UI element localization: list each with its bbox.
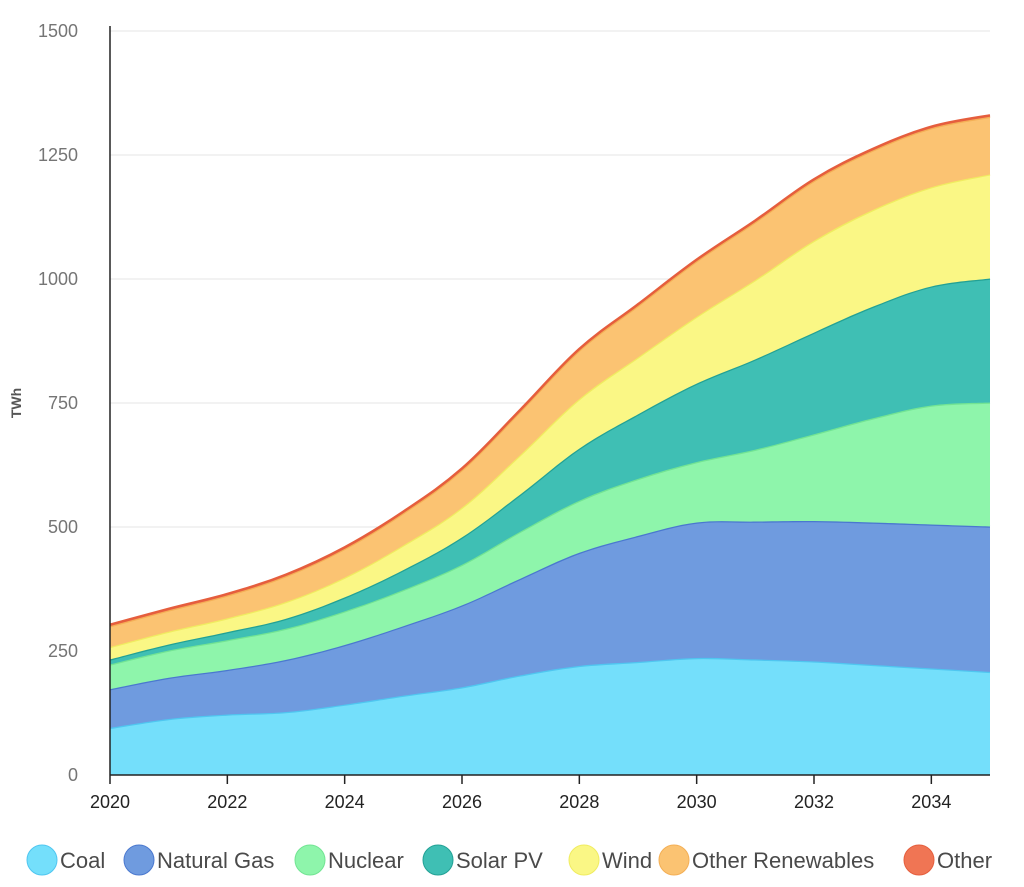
legend-swatch	[26, 844, 58, 876]
legend-item-natural-gas[interactable]: Natural Gas	[123, 844, 274, 876]
legend-label: Other	[937, 848, 992, 873]
area-nuclear[interactable]	[110, 402, 990, 690]
x-tick-label: 2024	[325, 792, 365, 812]
area-series-layer	[109, 114, 991, 775]
legend-swatch	[903, 844, 935, 876]
legend-swatch	[123, 844, 155, 876]
legend-swatch	[568, 844, 600, 876]
y-tick-label: 500	[48, 517, 78, 537]
y-tick-label: 250	[48, 641, 78, 661]
x-tick-label: 2028	[559, 792, 599, 812]
legend-item-coal[interactable]: Coal	[26, 844, 105, 876]
y-axis-label: TWh	[8, 388, 24, 418]
legend-item-solar-pv[interactable]: Solar PV	[422, 844, 543, 876]
y-tick-label: 750	[48, 393, 78, 413]
legend-label: Wind	[602, 848, 652, 873]
legend-label: Solar PV	[456, 848, 543, 873]
area-wind[interactable]	[110, 174, 990, 660]
area-natural-gas[interactable]	[110, 521, 990, 728]
y-tick-label: 0	[68, 765, 78, 785]
axes: 0 250 500 750 1000 1250 1500 2020 2022 2024 2026 20…	[38, 21, 990, 812]
legend-item-nuclear[interactable]: Nuclear	[294, 844, 404, 876]
area-other-renewables[interactable]	[110, 116, 990, 648]
x-tick-label: 2034	[911, 792, 951, 812]
legend-swatch	[658, 844, 690, 876]
x-tick-label: 2026	[442, 792, 482, 812]
x-tick-label: 2030	[677, 792, 717, 812]
legend-item-wind[interactable]: Wind	[568, 844, 652, 876]
area-line-other	[109, 114, 991, 626]
area-coal[interactable]	[110, 657, 990, 775]
x-tick-label: 2022	[207, 792, 247, 812]
legend-label: Coal	[60, 848, 105, 873]
legend-label: Natural Gas	[157, 848, 274, 873]
y-tick-label: 1000	[38, 269, 78, 289]
x-tick-label: 2020	[90, 792, 130, 812]
y-tick-label: 1500	[38, 21, 78, 41]
legend-swatch	[294, 844, 326, 876]
legend-swatch	[422, 844, 454, 876]
y-tick-label: 1250	[38, 145, 78, 165]
legend-item-other[interactable]: Other	[903, 844, 992, 876]
legend-label: Nuclear	[328, 848, 404, 873]
legend-label: Other Renewables	[692, 848, 874, 873]
x-tick-label: 2032	[794, 792, 834, 812]
legend: Coal Natural Gas Nuclear Solar PV Wind Other …	[26, 844, 992, 876]
legend-item-other-renewables[interactable]: Other Renewables	[658, 844, 874, 876]
